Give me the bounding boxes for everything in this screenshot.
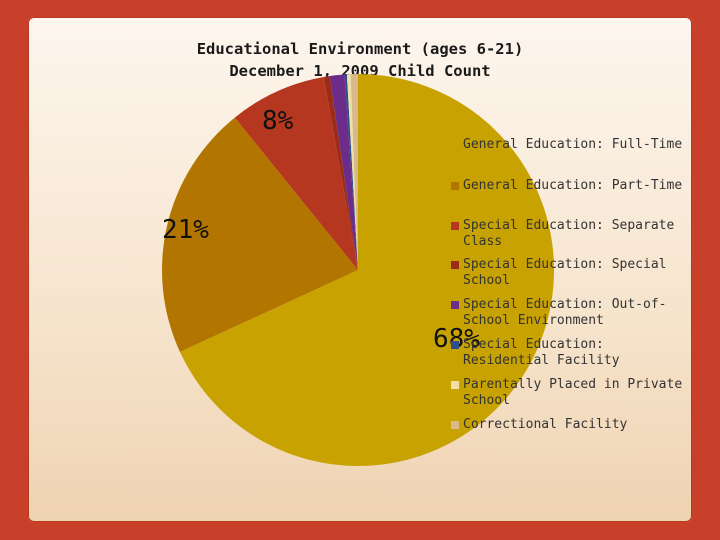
legend-item: General Education: Part-Time bbox=[451, 178, 687, 194]
pie-slice-special-education-out-of-school-environment bbox=[329, 74, 358, 271]
chart-title-line-2: December 1, 2009 Child Count bbox=[229, 62, 491, 80]
legend-item: Special Education: Special School bbox=[451, 257, 687, 289]
legend-label: Special Education: Separate Class bbox=[463, 218, 675, 249]
legend-item: Special Education: Separate Class bbox=[451, 218, 687, 250]
pie-slice-general-education-part-time bbox=[161, 117, 358, 352]
legend-label: Special Education: Special School bbox=[463, 257, 667, 288]
legend-label: Special Education: Residential Facility bbox=[463, 337, 620, 368]
pie-chart bbox=[161, 74, 554, 466]
legend-swatch bbox=[451, 301, 459, 309]
pct-label-special-education-separate-class: 8% bbox=[262, 106, 294, 136]
legend-swatch bbox=[451, 421, 459, 429]
pie-slice-special-education-residential-facility bbox=[344, 74, 358, 271]
legend-label: Correctional Facility bbox=[463, 417, 628, 432]
pie-slice-correctional-facility bbox=[350, 74, 358, 270]
legend-swatch bbox=[451, 141, 459, 149]
pct-label-general-education-part-time: 21% bbox=[162, 215, 209, 245]
legend-swatch bbox=[451, 182, 459, 190]
legend-swatch bbox=[451, 381, 459, 389]
legend-item: Parentally Placed in Private School bbox=[451, 377, 687, 409]
legend-item: General Education: Full-Time bbox=[451, 137, 687, 153]
pie-slice-special-education-separate-class bbox=[234, 77, 358, 270]
legend-label: General Education: Part-Time bbox=[463, 178, 683, 193]
legend-label: Special Education: Out-of-School Environ… bbox=[463, 297, 667, 328]
legend-swatch bbox=[451, 261, 459, 269]
legend-swatch bbox=[451, 341, 459, 349]
pct-label-general-education-full-time: 68% bbox=[433, 324, 480, 354]
slide: Educational Environment (ages 6-21) Dece… bbox=[28, 17, 692, 522]
legend-item: Special Education: Residential Facility bbox=[451, 337, 687, 369]
legend-label: General Education: Full-Time bbox=[463, 137, 683, 152]
legend-swatch bbox=[451, 222, 459, 230]
chart-title-line-1: Educational Environment (ages 6-21) bbox=[196, 40, 524, 58]
legend-label: Parentally Placed in Private School bbox=[463, 377, 683, 408]
pie-slice-special-education-special-school bbox=[323, 76, 358, 270]
legend-item: Correctional Facility bbox=[451, 417, 687, 433]
legend-item: Special Education: Out-of-School Environ… bbox=[451, 297, 687, 329]
chart-title: Educational Environment (ages 6-21) Dece… bbox=[28, 38, 692, 82]
pie-slice-general-education-full-time bbox=[179, 74, 554, 466]
pie-slice-parentally-placed-in-private-school bbox=[346, 74, 358, 270]
